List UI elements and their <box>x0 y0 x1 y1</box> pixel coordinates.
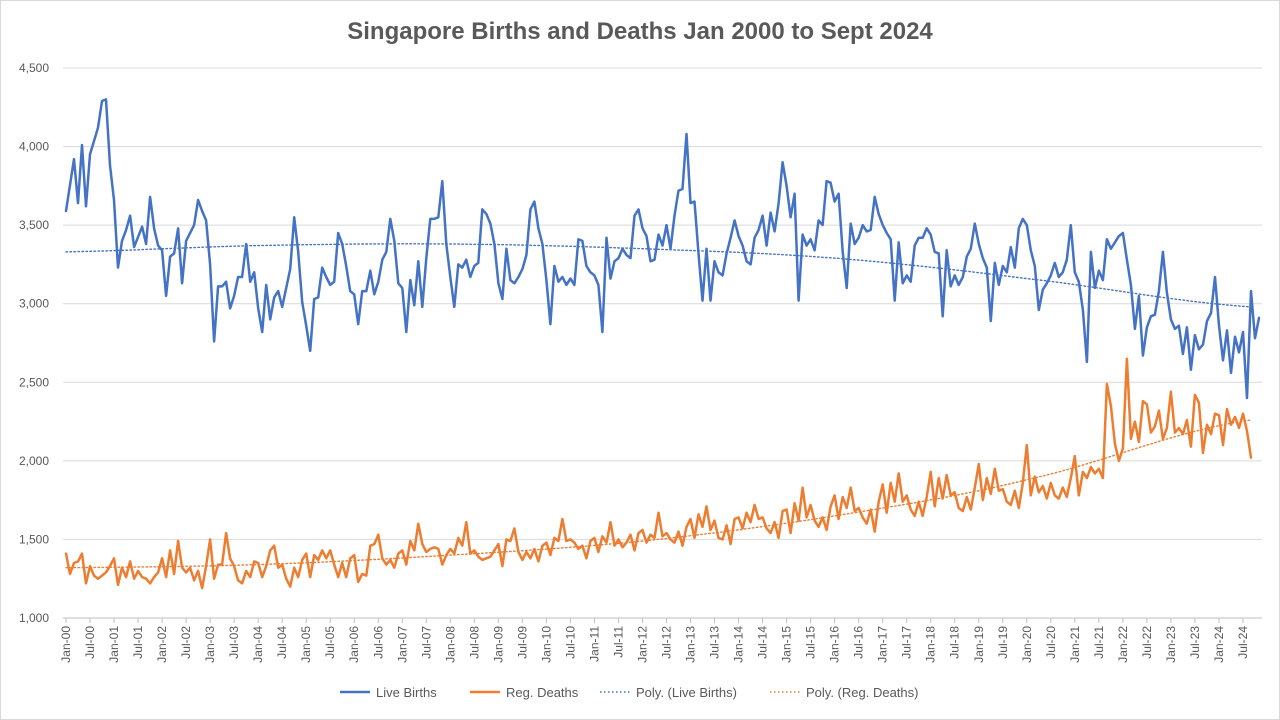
x-tick-label: Jul-23 <box>1188 626 1202 659</box>
legend-item: Live Births <box>340 685 437 700</box>
x-tick-label: Jan-13 <box>684 626 698 663</box>
x-tick-label: Jan-11 <box>587 626 601 662</box>
x-tick-label: Jul-16 <box>852 626 866 659</box>
x-axis-ticks: Jan-00 Jul-00 Jan-01 Jul-01 Jan-02 Jul-02 Jan-… <box>59 618 1250 663</box>
legend-item: Poly. (Reg. Deaths) <box>770 685 918 700</box>
y-tick-label: 1,000 <box>19 611 49 625</box>
x-tick-label: Jan-22 <box>1116 626 1130 663</box>
legend-label: Poly. (Live Births) <box>636 685 737 700</box>
y-tick-label: 3,000 <box>19 297 49 311</box>
x-tick-label: Jan-02 <box>155 626 169 663</box>
x-tick-label: Jan-10 <box>539 626 553 663</box>
x-tick-label: Jan-01 <box>107 626 121 663</box>
x-tick-label: Jul-07 <box>419 626 433 659</box>
x-tick-label: Jul-21 <box>1092 626 1106 659</box>
x-tick-label: Jul-13 <box>708 626 722 659</box>
x-tick-label: Jul-06 <box>371 626 385 659</box>
legend: Live Births Reg. Deaths Poly. (Live Births… <box>340 685 918 700</box>
x-tick-label: Jan-08 <box>443 626 457 663</box>
x-tick-label: Jul-18 <box>948 626 962 659</box>
series-layer <box>64 98 1261 590</box>
trend-reg-deaths-line <box>65 419 1252 569</box>
legend-item: Reg. Deaths <box>470 685 579 700</box>
y-axis-ticks: 1,000 1,500 2,000 2,500 3,000 3,500 4,000 4,500 <box>19 61 49 625</box>
x-tick-label: Jan-17 <box>876 626 890 663</box>
legend-label: Reg. Deaths <box>506 685 579 700</box>
x-tick-label: Jul-04 <box>275 626 289 659</box>
x-tick-label: Jul-14 <box>756 626 770 659</box>
x-tick-label: Jul-20 <box>1044 626 1058 659</box>
y-tick-label: 2,500 <box>19 375 49 389</box>
x-tick-label: Jul-00 <box>83 626 97 659</box>
x-tick-label: Jan-05 <box>299 626 313 663</box>
x-tick-label: Jan-23 <box>1164 626 1178 663</box>
x-tick-label: Jul-22 <box>1140 626 1154 659</box>
series-reg-deaths-line <box>64 357 1253 590</box>
x-tick-label: Jan-09 <box>491 626 505 663</box>
x-tick-label: Jan-04 <box>251 626 265 663</box>
trend-reg-deaths <box>65 419 1252 569</box>
x-tick-label: Jul-01 <box>131 626 145 659</box>
x-tick-label: Jan-21 <box>1068 626 1082 663</box>
x-tick-label: Jan-06 <box>347 626 361 663</box>
y-tick-label: 3,500 <box>19 218 49 232</box>
x-tick-label: Jan-19 <box>972 626 986 663</box>
x-tick-label: Jul-05 <box>323 626 337 659</box>
y-tick-label: 4,000 <box>19 140 49 154</box>
x-tick-label: Jul-08 <box>467 626 481 659</box>
y-tick-label: 4,500 <box>19 61 49 75</box>
legend-label: Live Births <box>376 685 437 700</box>
x-tick-label: Jan-00 <box>59 626 73 663</box>
series-reg-deaths <box>64 357 1253 590</box>
x-tick-label: Jan-18 <box>924 626 938 663</box>
series-live-births-line <box>64 98 1261 400</box>
x-tick-label: Jul-09 <box>515 626 529 659</box>
legend-label: Poly. (Reg. Deaths) <box>806 685 918 700</box>
x-tick-label: Jan-07 <box>395 626 409 663</box>
y-tick-label: 2,000 <box>19 454 49 468</box>
x-tick-label: Jan-20 <box>1020 626 1034 663</box>
x-tick-label: Jul-02 <box>179 626 193 659</box>
x-tick-label: Jul-12 <box>660 626 674 659</box>
x-tick-label: Jul-03 <box>227 626 241 659</box>
x-tick-label: Jul-10 <box>563 626 577 659</box>
x-tick-label: Jan-15 <box>780 626 794 663</box>
chart-title: Singapore Births and Deaths Jan 2000 to … <box>347 18 933 45</box>
x-tick-label: Jan-16 <box>828 626 842 663</box>
x-tick-label: Jan-14 <box>732 626 746 663</box>
grid-lines <box>63 67 1262 619</box>
x-tick-label: Jul-15 <box>804 626 818 659</box>
trend-live-births-line <box>65 243 1252 308</box>
trend-live-births <box>65 243 1252 308</box>
x-tick-label: Jul-19 <box>996 626 1010 659</box>
x-tick-label: Jul-11 <box>611 626 625 658</box>
x-tick-label: Jan-03 <box>203 626 217 663</box>
x-tick-label: Jul-24 <box>1236 626 1250 659</box>
x-tick-label: Jan-12 <box>635 626 649 663</box>
x-tick-label: Jan-24 <box>1212 626 1226 663</box>
series-live-births <box>64 98 1261 400</box>
y-tick-label: 1,500 <box>19 532 49 546</box>
x-tick-label: Jul-17 <box>900 626 914 659</box>
legend-item: Poly. (Live Births) <box>600 685 737 700</box>
